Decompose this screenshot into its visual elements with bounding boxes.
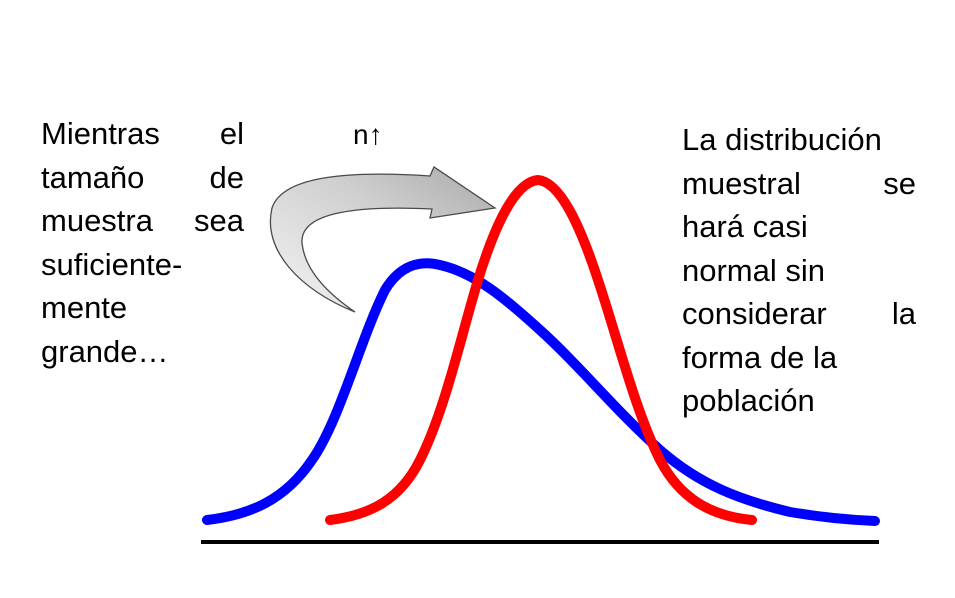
right-caption: La distribución muestral se hará casi no… <box>682 118 916 423</box>
left-caption-line: grande… <box>41 333 169 369</box>
right-caption-line: considerar la <box>682 296 916 331</box>
right-caption-line: La distribución <box>682 122 882 157</box>
curved-arrow-icon <box>269 166 497 313</box>
sample-size-increase-label: n↑ <box>353 119 383 150</box>
left-caption-line: Mientras el <box>41 116 244 151</box>
population-distribution-curve <box>202 258 880 526</box>
left-caption-line: mente <box>41 290 128 325</box>
right-caption-line: población <box>682 383 815 418</box>
right-caption-line: normal sin <box>682 252 825 288</box>
sampling-distribution-curve <box>325 174 757 525</box>
left-caption: Mientras el tamaño de muestra sea sufici… <box>41 112 244 373</box>
right-caption-line: forma de la <box>682 339 838 375</box>
right-caption-line: hará casi <box>682 209 808 244</box>
left-caption-line: tamaño de <box>41 159 244 195</box>
left-caption-line: muestra sea <box>41 203 244 238</box>
left-caption-line: suficiente- <box>41 246 183 282</box>
right-caption-line: muestral se <box>682 165 916 201</box>
